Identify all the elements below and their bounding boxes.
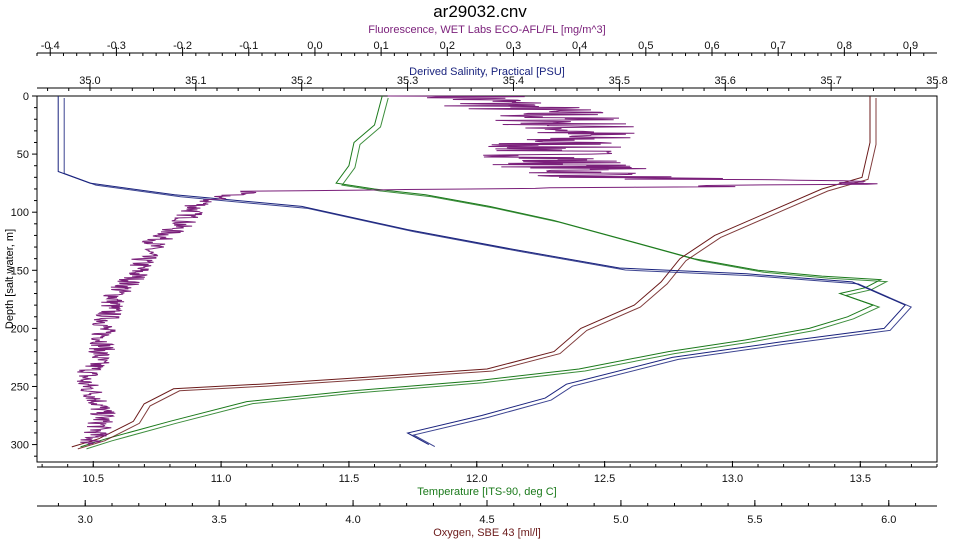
salinity-tick-label: 35.1	[185, 75, 206, 87]
y-tick-label: 50	[17, 149, 29, 161]
temperature-tick-label: 10.5	[83, 473, 104, 485]
oxygen-tick-label: 5.5	[747, 514, 762, 526]
fluorescence-tick-label: 0.5	[638, 40, 653, 52]
salinity-line-upcast	[63, 98, 913, 448]
y-tick-label: 300	[11, 440, 29, 452]
salinity-line	[57, 96, 907, 446]
fluorescence-tick-label: -0.1	[239, 40, 258, 52]
salinity-tick-label: 35.8	[926, 75, 947, 87]
oxygen-tick-label: 5.0	[613, 514, 628, 526]
fluorescence-tick-label: -0.3	[107, 40, 126, 52]
salinity-tick-label: 35.3	[397, 75, 418, 87]
y-tick-label: 150	[11, 265, 29, 277]
oxygen-tick-label: 6.0	[881, 514, 896, 526]
y-tick-label: 250	[11, 381, 29, 393]
salinity-tick-label: 35.7	[820, 75, 841, 87]
oxygen-line	[71, 96, 871, 448]
fluorescence-tick-label: 0.7	[771, 40, 786, 52]
oxygen-tick-label: 4.0	[345, 514, 360, 526]
oxygen-line-upcast	[77, 98, 877, 450]
fluorescence-tick-label: 0.2	[440, 40, 455, 52]
y-tick-label: 200	[11, 323, 29, 335]
fluorescence-tick-label: 0.0	[307, 40, 322, 52]
fluorescence-line	[76, 95, 878, 446]
fluorescence-tick-label: -0.4	[41, 40, 60, 52]
temperature-tick-label: 12.0	[466, 473, 487, 485]
chart-title: ar29032.cnv	[433, 2, 527, 21]
salinity-tick-label: 35.5	[609, 75, 630, 87]
salinity-tick-label: 35.4	[503, 75, 524, 87]
oxygen-axis-label: Oxygen, SBE 43 [ml/l]	[433, 527, 541, 539]
fluorescence-tick-label: -0.2	[173, 40, 192, 52]
oxygen-tick-label: 3.5	[211, 514, 226, 526]
temperature-axis-label: Temperature [ITS-90, deg C]	[417, 486, 556, 498]
y-axis-label: Depth [salt water, m]	[4, 229, 16, 329]
series-layer	[57, 95, 913, 450]
fluorescence-tick-label: 0.9	[903, 40, 918, 52]
temperature-line-upcast	[86, 97, 889, 450]
temperature-tick-label: 13.0	[722, 473, 743, 485]
fluorescence-tick-label: 0.1	[373, 40, 388, 52]
fluorescence-tick-label: 0.3	[506, 40, 521, 52]
salinity-tick-label: 35.2	[291, 75, 312, 87]
y-tick-label: 0	[23, 91, 29, 103]
temperature-tick-label: 13.5	[850, 473, 871, 485]
plot-frame	[36, 95, 938, 463]
oxygen-tick-label: 4.5	[479, 514, 494, 526]
fluorescence-axis-label: Fluorescence, WET Labs ECO-AFL/FL [mg/m^…	[368, 24, 605, 36]
salinity-tick-label: 35.6	[715, 75, 736, 87]
fluorescence-tick-label: 0.8	[837, 40, 852, 52]
temperature-line	[80, 95, 883, 448]
y-tick-label: 100	[11, 207, 29, 219]
salinity-tick-label: 35.0	[79, 75, 100, 87]
temperature-tick-label: 12.5	[594, 473, 615, 485]
temperature-tick-label: 11.0	[211, 473, 232, 485]
oxygen-tick-label: 3.0	[78, 514, 93, 526]
fluorescence-tick-label: 0.4	[572, 40, 587, 52]
salinity-axis-label: Derived Salinity, Practical [PSU]	[409, 66, 565, 78]
axes-layer: 0 50 100 150 200 250 300 Depth [salt water, m] -…	[4, 24, 948, 539]
temperature-tick-label: 11.5	[339, 473, 360, 485]
fluorescence-tick-label: 0.6	[704, 40, 719, 52]
